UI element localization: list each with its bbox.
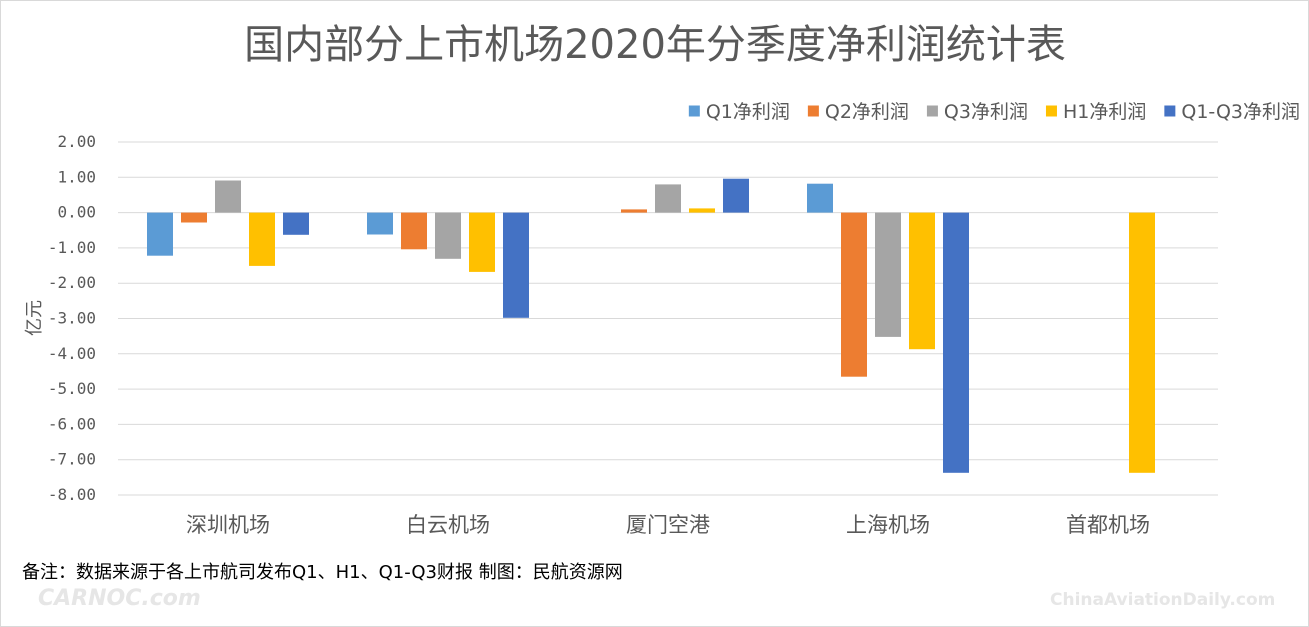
footer-note: 备注：数据来源于各上市航司发布Q1、H1、Q1-Q3财报 制图：民航资源网 [22,562,623,583]
bar [943,212,969,473]
y-tick-label: -5.00 [48,379,96,398]
y-tick-label: -6.00 [48,414,96,433]
y-tick-label: 0.00 [57,203,96,222]
bar [147,212,173,256]
bar [283,212,309,235]
bar [249,212,275,266]
gridlines [118,141,1218,496]
legend-item: Q2净利润 [807,101,909,123]
y-tick-label: -1.00 [48,238,96,257]
legend-swatch [1164,105,1176,117]
bar [215,180,241,213]
legend-swatch [807,105,819,117]
legend-item: Q3净利润 [926,101,1028,123]
y-axis-title: 亿元 [24,300,45,336]
legend-swatch [688,105,700,117]
legend-label: Q3净利润 [944,101,1028,123]
legend-swatch [926,105,938,117]
y-tick-label: 2.00 [57,132,96,151]
bar [655,184,681,213]
category-labels: 深圳机场 白云机场 厦门空港 上海机场 首都机场 [186,513,1150,537]
legend-item: H1净利润 [1045,101,1146,123]
legend-label: Q1-Q3净利润 [1181,101,1300,123]
bar [621,209,647,213]
watermark-right: ChinaAviationDaily.com [1050,590,1275,610]
bar [503,212,529,318]
y-tick-label: -7.00 [48,450,96,469]
bar [1129,212,1155,473]
watermark-left: CARNOC.com [38,586,201,611]
bar [401,212,427,250]
category-label: 上海机场 [846,513,930,537]
bar [689,208,715,213]
bar [435,212,461,259]
legend-label: H1净利润 [1063,101,1146,123]
legend-swatch [1045,105,1057,117]
legend-label: Q1净利润 [706,101,790,123]
category-label: 首都机场 [1066,513,1150,537]
bar [469,212,495,272]
y-tick-label: -4.00 [48,344,96,363]
bar [181,212,207,223]
legend-label: Q2净利润 [825,101,909,123]
bar [875,212,901,337]
category-label: 厦门空港 [626,513,710,537]
y-tick-labels: 2.00 1.00 0.00 -1.00 -2.00 -3.00 -4.00 -5.00 -6.… [48,132,96,504]
bar [909,212,935,350]
bar [841,212,867,377]
chart-title: 国内部分上市机场2020年分季度净利润统计表 [244,22,1066,68]
legend-item: Q1净利润 [688,101,790,123]
y-tick-label: -8.00 [48,485,96,504]
legend-item: Q1-Q3净利润 [1164,101,1300,123]
bar [807,183,833,213]
y-tick-label: -2.00 [48,273,96,292]
y-tick-label: -3.00 [48,309,96,328]
bars [147,178,1155,473]
bar [723,178,749,213]
legend: Q1净利润 Q2净利润 Q3净利润 H1净利润 Q1-Q3净利润 [688,101,1300,123]
category-label: 白云机场 [406,513,490,537]
y-tick-label: 1.00 [57,167,96,186]
category-label: 深圳机场 [186,513,270,537]
bar [367,212,393,235]
